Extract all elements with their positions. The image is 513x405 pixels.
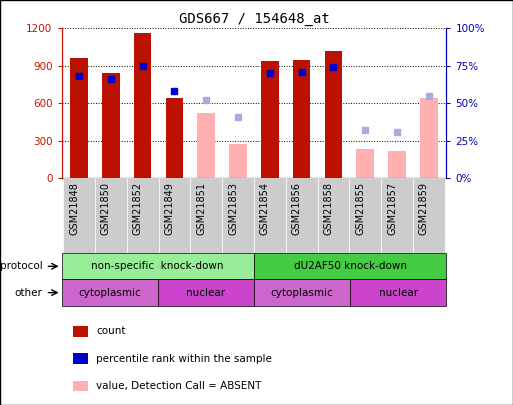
Bar xyxy=(388,151,406,178)
Text: GSM21853: GSM21853 xyxy=(228,182,238,235)
Bar xyxy=(62,279,158,306)
Bar xyxy=(95,178,127,253)
Bar xyxy=(70,58,88,178)
Bar xyxy=(254,279,350,306)
Text: GSM21855: GSM21855 xyxy=(355,182,365,235)
Bar xyxy=(318,178,349,253)
Text: GSM21858: GSM21858 xyxy=(323,182,333,235)
Bar xyxy=(159,178,190,253)
Bar xyxy=(357,149,374,178)
Bar xyxy=(102,73,120,178)
Bar xyxy=(63,178,95,253)
Bar xyxy=(73,354,88,364)
Bar xyxy=(254,253,446,279)
Text: non-specific  knock-down: non-specific knock-down xyxy=(91,261,224,271)
Bar xyxy=(190,178,222,253)
Bar xyxy=(229,145,247,178)
Bar xyxy=(325,51,342,178)
Text: GSM21848: GSM21848 xyxy=(69,182,79,235)
Bar xyxy=(413,178,445,253)
Bar xyxy=(293,60,310,178)
Text: other: other xyxy=(14,288,42,298)
Text: cytoplasmic: cytoplasmic xyxy=(78,288,141,298)
Text: percentile rank within the sample: percentile rank within the sample xyxy=(96,354,272,364)
Text: GSM21849: GSM21849 xyxy=(165,182,174,235)
Bar xyxy=(73,326,88,337)
Bar xyxy=(134,33,151,178)
Text: nuclear: nuclear xyxy=(186,288,225,298)
Bar xyxy=(349,178,381,253)
Text: protocol: protocol xyxy=(0,261,42,271)
Text: GSM21859: GSM21859 xyxy=(419,182,429,235)
Bar xyxy=(166,98,183,178)
Bar xyxy=(254,178,286,253)
Text: GSM21851: GSM21851 xyxy=(196,182,206,235)
Title: GDS667 / 154648_at: GDS667 / 154648_at xyxy=(179,12,329,26)
Bar xyxy=(127,178,159,253)
Text: GSM21852: GSM21852 xyxy=(133,182,143,235)
Text: GSM21854: GSM21854 xyxy=(260,182,270,235)
Bar xyxy=(62,253,254,279)
Bar xyxy=(158,279,254,306)
Text: GSM21850: GSM21850 xyxy=(101,182,111,235)
Bar xyxy=(261,61,279,178)
Bar xyxy=(381,178,413,253)
Text: dU2AF50 knock-down: dU2AF50 knock-down xyxy=(293,261,407,271)
Text: value, Detection Call = ABSENT: value, Detection Call = ABSENT xyxy=(96,381,262,391)
Text: nuclear: nuclear xyxy=(379,288,418,298)
Bar xyxy=(420,98,438,178)
Bar xyxy=(222,178,254,253)
Bar xyxy=(286,178,318,253)
Text: count: count xyxy=(96,326,126,336)
Bar xyxy=(73,381,88,391)
Bar xyxy=(198,113,215,178)
Text: cytoplasmic: cytoplasmic xyxy=(271,288,333,298)
Text: GSM21856: GSM21856 xyxy=(291,182,302,235)
Bar xyxy=(350,279,446,306)
Text: GSM21857: GSM21857 xyxy=(387,182,397,235)
